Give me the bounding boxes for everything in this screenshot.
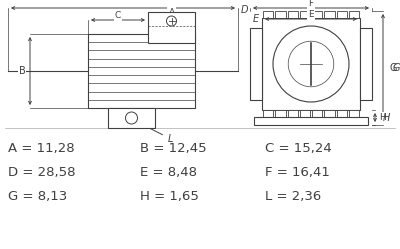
Bar xyxy=(275,11,286,18)
Text: G = 8,13: G = 8,13 xyxy=(8,189,67,202)
Bar xyxy=(275,110,286,117)
Bar xyxy=(254,117,368,125)
Text: F: F xyxy=(308,0,314,7)
Text: B: B xyxy=(19,66,25,76)
Bar xyxy=(250,28,262,100)
Bar xyxy=(148,12,195,43)
Bar xyxy=(262,18,360,110)
Bar xyxy=(324,110,334,117)
Bar xyxy=(336,11,347,18)
Text: E = 8,48: E = 8,48 xyxy=(140,166,197,179)
Bar xyxy=(324,11,334,18)
Text: B = 12,45: B = 12,45 xyxy=(140,141,207,154)
Bar xyxy=(288,11,298,18)
Text: C = 15,24: C = 15,24 xyxy=(265,141,332,154)
Bar xyxy=(349,11,359,18)
Bar xyxy=(336,110,347,117)
Bar xyxy=(312,110,322,117)
Text: D = 28,58: D = 28,58 xyxy=(8,166,76,179)
Bar xyxy=(108,108,155,128)
Bar xyxy=(312,11,322,18)
Text: H: H xyxy=(383,113,390,123)
Text: C: C xyxy=(115,10,121,19)
Text: A = 11,28: A = 11,28 xyxy=(8,141,75,154)
Text: L: L xyxy=(167,134,173,144)
Bar xyxy=(88,34,195,108)
Text: L = 2,36: L = 2,36 xyxy=(265,189,321,202)
Bar xyxy=(263,11,273,18)
Text: H = 1,65: H = 1,65 xyxy=(140,189,199,202)
Text: E: E xyxy=(253,14,259,24)
Text: E: E xyxy=(308,9,314,18)
Text: D: D xyxy=(241,5,248,15)
Text: G: G xyxy=(393,63,400,73)
Bar xyxy=(360,28,372,100)
Bar xyxy=(288,110,298,117)
Bar xyxy=(300,11,310,18)
Text: H: H xyxy=(379,113,385,122)
Text: G: G xyxy=(389,63,397,73)
Bar xyxy=(349,110,359,117)
Text: F = 16,41: F = 16,41 xyxy=(265,166,330,179)
Bar xyxy=(300,110,310,117)
Bar xyxy=(263,110,273,117)
Text: A: A xyxy=(168,7,174,16)
